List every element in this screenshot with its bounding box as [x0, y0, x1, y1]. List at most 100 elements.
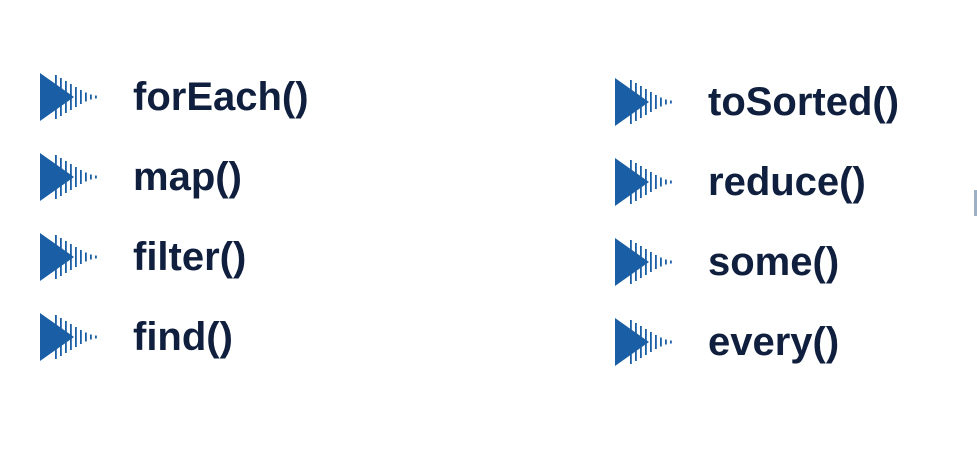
arrow-stripe — [70, 324, 72, 350]
arrow-stripe — [95, 95, 97, 99]
arrow-stripe — [75, 327, 77, 347]
arrow-play-striped-icon — [615, 318, 672, 366]
arrow-play-striped-icon — [615, 238, 672, 286]
arrow-solid-shape — [40, 153, 74, 201]
arrow-stripe — [65, 161, 67, 193]
arrow-stripe — [645, 89, 647, 115]
arrow-stripe — [660, 97, 662, 107]
arrow-stripe — [85, 92, 87, 102]
arrow-stripe — [670, 180, 672, 184]
arrow-stripe — [95, 175, 97, 179]
arrow-stripe — [665, 99, 667, 105]
arrow-solid-shape — [40, 73, 74, 121]
list-item: filter() — [40, 227, 400, 287]
arrow-stripe — [55, 75, 57, 119]
arrow-play-striped-icon — [40, 73, 97, 121]
arrow-stripe — [80, 330, 82, 344]
method-label: find() — [133, 315, 233, 359]
arrow-stripe — [640, 326, 642, 358]
method-label: reduce() — [708, 160, 866, 204]
arrow-stripe — [645, 329, 647, 355]
arrow-stripe — [80, 250, 82, 264]
method-label: filter() — [133, 235, 247, 279]
arrow-stripe — [630, 80, 632, 124]
arrow-stripe — [85, 252, 87, 262]
arrow-stripe — [635, 323, 637, 361]
arrow-stripe — [665, 259, 667, 265]
method-label: map() — [133, 155, 242, 199]
edge-mark — [974, 190, 977, 216]
list-item: every() — [615, 312, 975, 372]
list-item: forEach() — [40, 67, 400, 127]
list-item: some() — [615, 232, 975, 292]
arrow-stripe — [670, 260, 672, 264]
arrow-stripe — [75, 247, 77, 267]
arrow-play-striped-icon — [40, 313, 97, 361]
arrow-stripe — [60, 78, 62, 116]
arrow-solid-shape — [40, 233, 74, 281]
arrow-stripe — [635, 163, 637, 201]
arrow-play-striped-icon — [615, 158, 672, 206]
arrow-stripe — [90, 174, 92, 180]
arrow-stripe — [660, 337, 662, 347]
list-item: toSorted() — [615, 72, 975, 132]
arrow-stripe — [55, 315, 57, 359]
arrow-stripe — [660, 177, 662, 187]
arrow-stripe — [655, 95, 657, 109]
arrow-play-striped-icon — [615, 78, 672, 126]
arrow-stripe — [85, 172, 87, 182]
arrow-stripe — [660, 257, 662, 267]
arrow-stripe — [630, 240, 632, 284]
arrow-stripe — [55, 235, 57, 279]
arrow-stripe — [670, 340, 672, 344]
list-item: find() — [40, 307, 400, 367]
arrow-stripe — [635, 243, 637, 281]
arrow-stripe — [630, 160, 632, 204]
arrow-stripe — [70, 164, 72, 190]
arrow-stripe — [635, 83, 637, 121]
arrow-stripe — [650, 252, 652, 272]
arrow-stripe — [655, 335, 657, 349]
arrow-stripe — [60, 158, 62, 196]
method-label: forEach() — [133, 75, 309, 119]
arrow-stripe — [645, 249, 647, 275]
arrow-stripe — [665, 179, 667, 185]
arrow-stripe — [90, 254, 92, 260]
arrow-stripe — [650, 92, 652, 112]
arrow-solid-shape — [615, 158, 649, 206]
arrow-stripe — [80, 90, 82, 104]
arrow-solid-shape — [615, 238, 649, 286]
arrow-stripe — [655, 255, 657, 269]
arrow-stripe — [60, 318, 62, 356]
list-item: reduce() — [615, 152, 975, 212]
method-label: some() — [708, 240, 840, 284]
arrow-stripe — [665, 339, 667, 345]
arrow-play-striped-icon — [40, 153, 97, 201]
arrow-stripe — [85, 332, 87, 342]
arrow-stripe — [640, 246, 642, 278]
arrow-stripe — [645, 169, 647, 195]
arrow-stripe — [670, 100, 672, 104]
arrow-stripe — [70, 84, 72, 110]
arrow-play-striped-icon — [40, 233, 97, 281]
arrow-stripe — [640, 166, 642, 198]
method-label: every() — [708, 320, 840, 364]
arrow-stripe — [650, 172, 652, 192]
arrow-stripe — [95, 255, 97, 259]
arrow-stripe — [60, 238, 62, 276]
arrow-stripe — [75, 87, 77, 107]
arrow-solid-shape — [615, 78, 649, 126]
arrow-stripe — [55, 155, 57, 199]
arrow-stripe — [90, 94, 92, 100]
arrow-stripe — [65, 81, 67, 113]
arrow-solid-shape — [40, 313, 74, 361]
method-label: toSorted() — [708, 80, 900, 124]
arrow-stripe — [70, 244, 72, 270]
arrow-stripe — [95, 335, 97, 339]
arrow-solid-shape — [615, 318, 649, 366]
arrow-stripe — [90, 334, 92, 340]
arrow-stripe — [655, 175, 657, 189]
